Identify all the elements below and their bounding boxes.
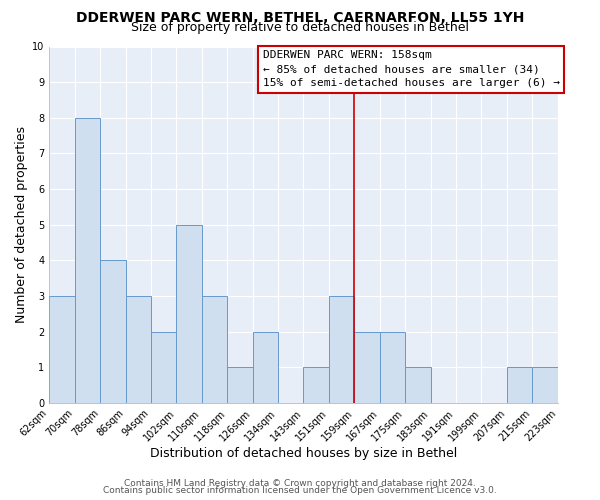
Bar [253, 332, 278, 403]
Text: DDERWEN PARC WERN, BETHEL, CAERNARFON, LL55 1YH: DDERWEN PARC WERN, BETHEL, CAERNARFON, L… [76, 11, 524, 25]
Bar [227, 368, 253, 403]
Y-axis label: Number of detached properties: Number of detached properties [15, 126, 28, 324]
Bar [176, 225, 202, 403]
Bar [304, 368, 329, 403]
Bar [202, 296, 227, 403]
Text: Contains HM Land Registry data © Crown copyright and database right 2024.: Contains HM Land Registry data © Crown c… [124, 478, 476, 488]
Bar [74, 118, 100, 403]
Bar [532, 368, 558, 403]
Bar [151, 332, 176, 403]
Bar [405, 368, 431, 403]
Bar [507, 368, 532, 403]
Bar [380, 332, 405, 403]
Bar [49, 296, 74, 403]
X-axis label: Distribution of detached houses by size in Bethel: Distribution of detached houses by size … [150, 447, 457, 460]
Bar [355, 332, 380, 403]
Text: Size of property relative to detached houses in Bethel: Size of property relative to detached ho… [131, 22, 469, 35]
Bar [125, 296, 151, 403]
Text: DDERWEN PARC WERN: 158sqm
← 85% of detached houses are smaller (34)
15% of semi-: DDERWEN PARC WERN: 158sqm ← 85% of detac… [263, 50, 560, 88]
Bar [100, 260, 125, 403]
Bar [329, 296, 355, 403]
Text: Contains public sector information licensed under the Open Government Licence v3: Contains public sector information licen… [103, 486, 497, 495]
